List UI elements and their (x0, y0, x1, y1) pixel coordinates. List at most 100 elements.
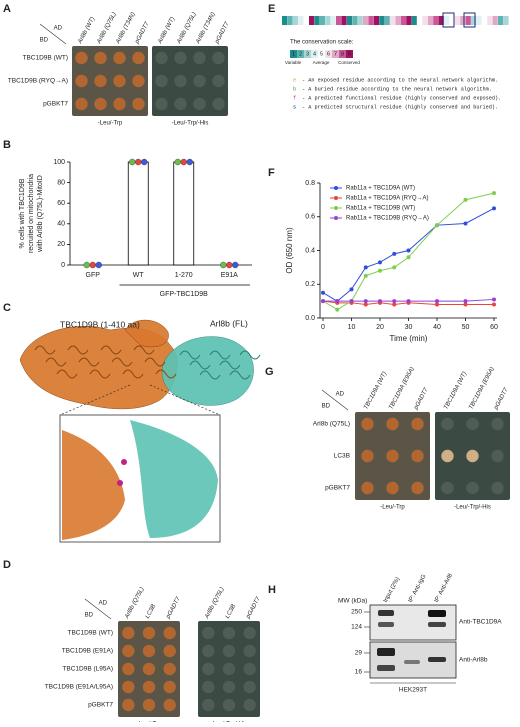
protein-label: Arl8b (FL) (210, 318, 248, 328)
residue-cell (455, 16, 460, 25)
colony (411, 450, 423, 462)
legend-key: b (293, 86, 296, 92)
panel-label: D (3, 559, 11, 571)
mw-label: 29 (355, 650, 363, 657)
colony (411, 418, 423, 430)
point (435, 223, 439, 227)
replicate-dot (187, 159, 193, 165)
colony (155, 98, 167, 110)
residue-cell (482, 16, 487, 25)
antibody-label: Anti-TBC1D9A (459, 619, 502, 626)
colony (441, 482, 453, 494)
replicate-dot (141, 159, 147, 165)
colony (223, 627, 235, 639)
legend-text: - A predicted functional residue (highly… (302, 95, 501, 101)
residue-cell (368, 16, 373, 25)
band (428, 610, 446, 617)
legend-text: - A predicted structural residue (highly… (302, 104, 498, 110)
colony (132, 52, 144, 64)
colony (122, 627, 134, 639)
scale-digit: 9 (348, 51, 351, 57)
point (435, 299, 439, 303)
replicate-dot (181, 159, 187, 165)
residue-cell (493, 16, 498, 25)
residue-cell (379, 16, 384, 25)
colony (94, 52, 106, 64)
colony (155, 75, 167, 87)
condition-label: -Leu/-Trp (98, 121, 123, 127)
colony (174, 75, 186, 87)
point (364, 299, 368, 303)
scale-label: Conserved (338, 60, 360, 65)
y-tick-label: 0.2 (305, 281, 315, 288)
point (364, 274, 368, 278)
residue-cell (428, 16, 433, 25)
residue-cell (325, 16, 330, 25)
colony (202, 645, 214, 657)
residue-cell (331, 16, 336, 25)
legend-label: Rab11a + TBC1D9B (WT) (346, 206, 415, 212)
series-line (323, 208, 494, 301)
column-label: Arl8b (WT) (157, 16, 176, 45)
colony (174, 98, 186, 110)
scale-label: Variable (285, 60, 302, 65)
colony (243, 645, 255, 657)
legend-key: e (293, 77, 296, 83)
colony (113, 98, 125, 110)
band (428, 622, 446, 627)
x-tick-label: GFP (86, 272, 101, 279)
scale-digit: 6 (327, 51, 330, 57)
x-tick-label: 50 (462, 324, 470, 331)
group-label: GFP-TBC1D9B (160, 291, 209, 298)
colony (143, 645, 155, 657)
y-axis-label: OD (650 nm) (285, 227, 294, 274)
y-axis-label: recruited on mitochondria (28, 174, 35, 253)
column-label: Arl8b (Q75L) (204, 587, 226, 621)
panel-label: C (3, 302, 11, 314)
row-label: TBC1D9B (E91A/L95A) (45, 684, 113, 691)
y-axis-label: with Arl8b (Q75L)-MitoID (37, 175, 44, 253)
replicate-dot (90, 262, 96, 268)
colony (163, 681, 175, 693)
point (378, 299, 382, 303)
colony (212, 98, 224, 110)
residue-cell (460, 16, 465, 25)
column-label: pGADT7 (165, 596, 182, 621)
lane-label: Input (2%) (383, 576, 401, 603)
lane-label: IP: Anti-IgG (408, 573, 428, 603)
colony (243, 627, 255, 639)
column-label: Arl8b (Q75L) (176, 12, 198, 46)
replicate-dot (135, 159, 141, 165)
residue-cell (395, 16, 400, 25)
column-label: TBC1D9A (E95A) (388, 366, 415, 410)
condition-label: -Leu/-Trp (380, 505, 405, 511)
colony (466, 482, 478, 494)
point (335, 308, 339, 312)
cell-line-label: HEK293T (399, 687, 427, 694)
row-label: pGBKT7 (88, 702, 113, 709)
residue-cell (406, 16, 411, 25)
mw-label: 124 (351, 624, 362, 631)
row-label: LC3B (334, 453, 350, 460)
colony (386, 482, 398, 494)
residue-cell (433, 16, 438, 25)
point (321, 299, 325, 303)
colony (441, 450, 453, 462)
mw-title: MW (kDa) (338, 598, 367, 605)
bd-label: BD (40, 38, 49, 44)
column-label: pGADT7 (245, 596, 262, 621)
lane-label: IP: Anti-Arl8 (434, 572, 454, 603)
colony (163, 699, 175, 711)
x-tick-label: 60 (490, 324, 498, 331)
point (464, 198, 468, 202)
colony (466, 418, 478, 430)
column-label: LC3B (145, 604, 157, 620)
x-tick-label: WT (133, 272, 145, 279)
colony (466, 450, 478, 462)
ad-label: AD (336, 392, 345, 398)
residue-cell (341, 16, 346, 25)
condition-label: -Leu/-Trp/-His (172, 121, 209, 127)
ad-label: AD (99, 601, 108, 607)
point (464, 222, 468, 226)
residue-cell (401, 16, 406, 25)
